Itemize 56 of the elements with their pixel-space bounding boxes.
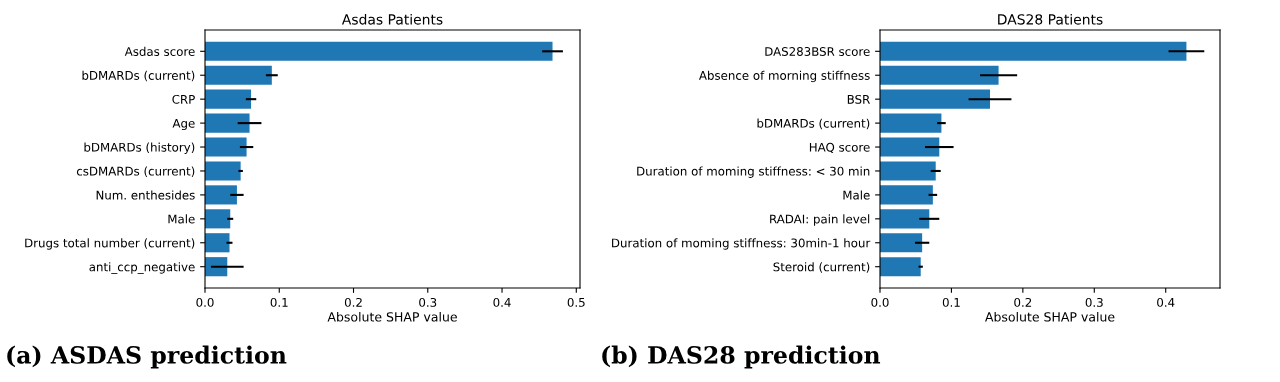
y-tick-label: Drugs total number (current) [25, 238, 195, 250]
bar [205, 161, 241, 181]
y-tick-label: Age [172, 118, 195, 131]
bar [880, 113, 942, 133]
y-tick-label: Male [168, 214, 195, 224]
text: (a) ASDAS prediction [7, 345, 287, 369]
bar [205, 137, 247, 157]
bar [880, 233, 923, 253]
bar [205, 233, 230, 253]
x-tick-label: 0.0 [196, 297, 214, 307]
x-axis-title: Absolute SHAP value [327, 311, 457, 322]
x-tick-label: 0.1 [270, 297, 288, 307]
x-tick-label: 0.4 [493, 297, 511, 307]
bar [880, 137, 940, 157]
bar [880, 89, 990, 109]
y-tick-label: DAS283BSR score [765, 47, 870, 56]
y-tick-label: Steroid (current) [773, 262, 870, 273]
y-tick-label: anti_ccp_negative [89, 262, 195, 274]
y-tick-label: bDMARDs (current) [82, 70, 195, 82]
y-tick-label: Asdas score [124, 46, 195, 56]
y-tick-label: Absence of morning stiffness [698, 70, 870, 83]
bar [880, 185, 933, 205]
x-tick-label: 0.2 [344, 297, 362, 307]
x-tick-label: 0.5 [567, 297, 585, 307]
bar [880, 41, 1187, 61]
y-tick-label: Num. enthesides [96, 190, 195, 200]
bar [880, 209, 930, 229]
x-axis-title: Absolute SHAP value [985, 311, 1115, 322]
bar [205, 41, 553, 61]
x-tick-label: 0.3 [1085, 297, 1103, 307]
x-tick-label: 0.2 [1014, 297, 1032, 307]
x-tick-label: 0.1 [942, 297, 960, 307]
y-tick-label: bDMARDs (history) [84, 142, 195, 154]
y-tick-label: HAQ score [809, 142, 870, 154]
bar [205, 185, 237, 205]
y-tick-label: bDMARDs (current) [757, 118, 870, 130]
y-tick-label: Duration of moming stiffness: < 30 min [637, 166, 870, 178]
bar [205, 89, 252, 109]
chart-title: DAS28 Patients [998, 13, 1103, 25]
y-tick-label: csDMARDs (current) [76, 166, 195, 178]
x-tick-label: 0.3 [419, 297, 437, 307]
x-tick-label: 0.0 [871, 297, 889, 307]
text: (b) DAS28 prediction [602, 345, 881, 369]
bar [880, 257, 921, 277]
bar [205, 209, 231, 229]
y-tick-label: Duration of moming stiffness: 30min-1 hour [612, 238, 871, 250]
y-tick-label: RADAI: pain level [770, 214, 870, 226]
y-tick-label: CRP [172, 94, 195, 104]
bar [205, 65, 272, 85]
y-tick-label: Male [843, 190, 870, 200]
bar [205, 113, 250, 133]
chart-title: Asdas Patients [341, 13, 443, 25]
bar [880, 65, 999, 85]
x-tick-label: 0.4 [1157, 297, 1175, 307]
y-tick-label: BSR [847, 94, 870, 104]
bar [880, 161, 936, 181]
